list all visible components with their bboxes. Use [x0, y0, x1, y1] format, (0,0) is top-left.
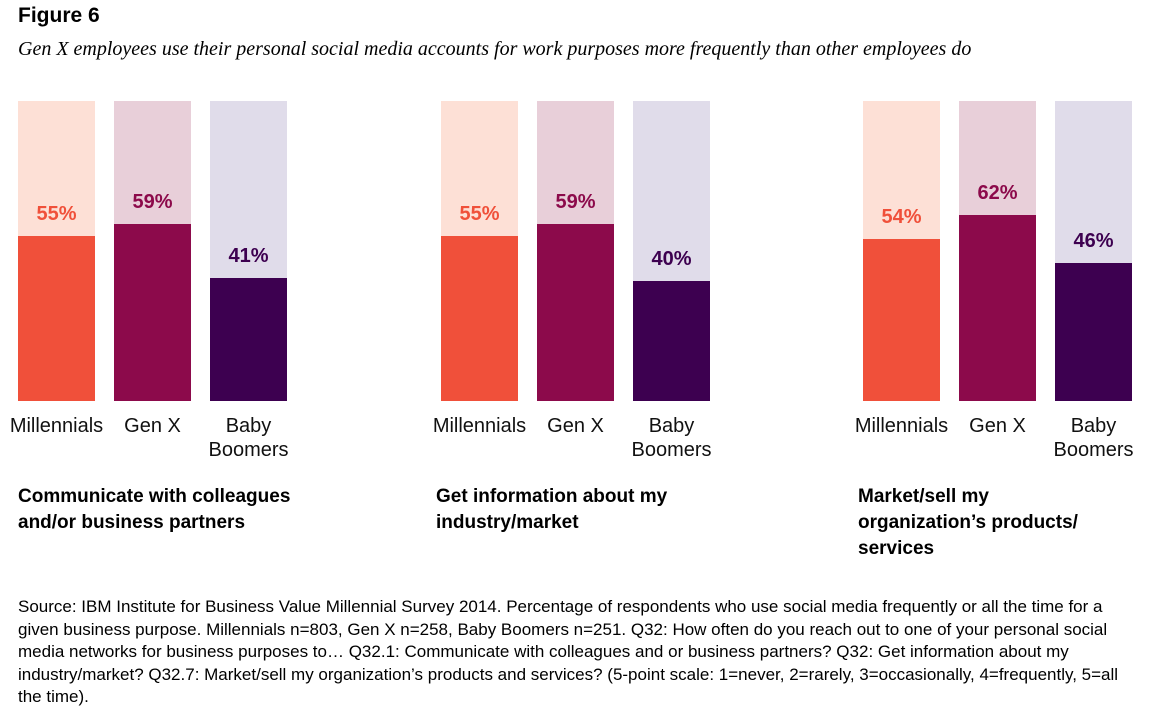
figure-subtitle: Gen X employees use their personal socia…: [18, 38, 972, 60]
data-label-gen-x: 59%: [132, 191, 172, 213]
bar-gen-x: [114, 224, 191, 401]
bar-millennials: [863, 239, 940, 401]
data-label-baby-boomers: 46%: [1073, 230, 1113, 252]
data-label-millennials: 55%: [459, 203, 499, 225]
group-title-market: Market/sell my organization’s products/ …: [858, 486, 1078, 559]
bar-baby-boomers: [1055, 263, 1132, 401]
data-label-baby-boomers: 41%: [228, 245, 268, 267]
category-label-baby-boomers: Baby Boomers: [208, 415, 288, 461]
data-label-millennials: 55%: [36, 203, 76, 225]
bar-millennials: [441, 236, 518, 401]
bar-millennials: [18, 236, 95, 401]
data-label-gen-x: 59%: [555, 191, 595, 213]
bar-gen-x: [537, 224, 614, 401]
category-label-gen-x: Gen X: [124, 415, 181, 437]
category-label-millennials: Millennials: [855, 415, 948, 437]
category-label-millennials: Millennials: [433, 415, 526, 437]
data-label-gen-x: 62%: [977, 182, 1017, 204]
category-label-baby-boomers: Baby Boomers: [631, 415, 711, 461]
source-note: Source: IBM Institute for Business Value…: [18, 597, 1119, 706]
bar-baby-boomers: [210, 278, 287, 401]
data-label-baby-boomers: 40%: [651, 248, 691, 270]
category-label-millennials: Millennials: [10, 415, 103, 437]
category-label-baby-boomers: Baby Boomers: [1053, 415, 1133, 461]
bar-gen-x: [959, 215, 1036, 401]
bar-baby-boomers: [633, 281, 710, 401]
category-label-gen-x: Gen X: [547, 415, 604, 437]
group-title-communicate: Communicate with colleagues and/or busin…: [18, 486, 291, 533]
figure-label: Figure 6: [18, 4, 100, 27]
category-label-gen-x: Gen X: [969, 415, 1026, 437]
group-title-information: Get information about my industry/market: [436, 486, 668, 533]
data-label-millennials: 54%: [881, 206, 921, 228]
